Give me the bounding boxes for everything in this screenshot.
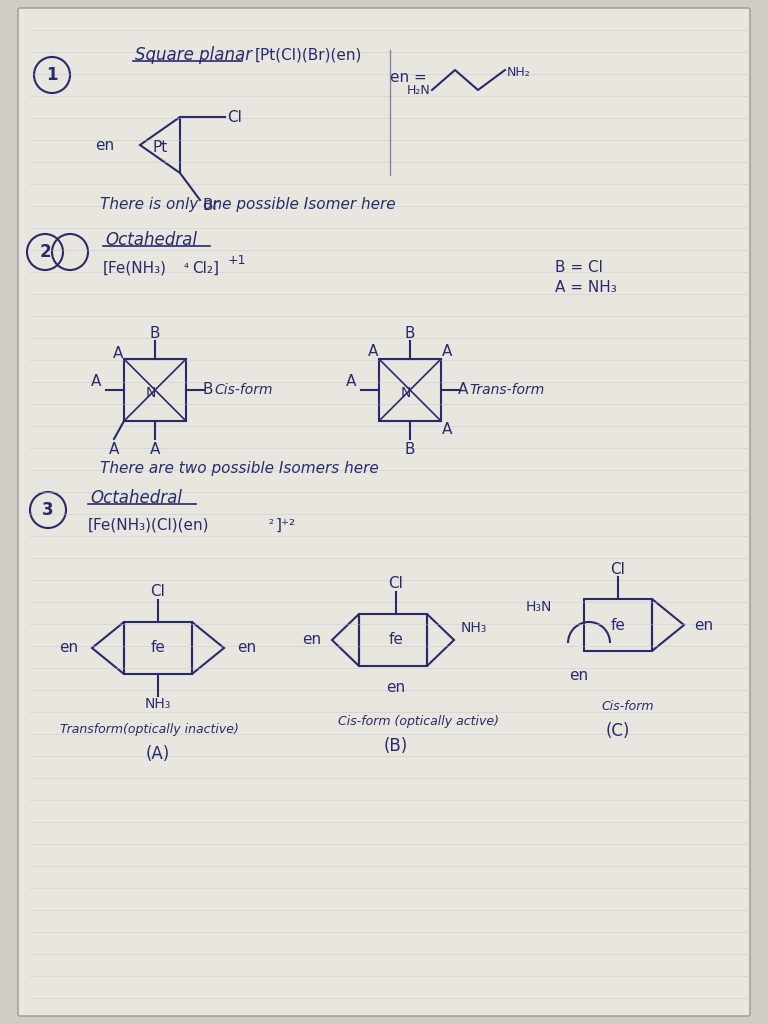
- Text: A: A: [458, 383, 468, 397]
- Text: NH₂: NH₂: [507, 66, 531, 79]
- Text: Cl: Cl: [611, 561, 625, 577]
- Text: B = Cl: B = Cl: [555, 260, 603, 275]
- Text: Pt: Pt: [153, 140, 168, 156]
- Text: Cl₂]: Cl₂]: [192, 260, 219, 275]
- Text: Cis-form (optically active): Cis-form (optically active): [338, 715, 499, 727]
- Text: en: en: [303, 633, 322, 647]
- Text: en: en: [237, 640, 257, 655]
- Bar: [359, 614, 427, 666]
- Text: A: A: [150, 441, 161, 457]
- Text: There are two possible Isomers here: There are two possible Isomers here: [100, 461, 379, 475]
- Text: B: B: [405, 441, 415, 457]
- Text: fe: fe: [611, 617, 625, 633]
- Text: H₃N: H₃N: [525, 600, 552, 614]
- Text: en: en: [386, 681, 406, 695]
- Text: (B): (B): [384, 737, 408, 755]
- Text: en: en: [694, 617, 713, 633]
- Text: A: A: [346, 375, 356, 389]
- Text: ₂: ₂: [268, 514, 273, 527]
- Text: Square planar: Square planar: [135, 46, 252, 63]
- Text: Cl: Cl: [227, 110, 242, 125]
- Text: B: B: [150, 326, 161, 341]
- Text: A = NH₃: A = NH₃: [555, 281, 617, 296]
- Text: B: B: [405, 326, 415, 341]
- Text: [Fe(NH₃): [Fe(NH₃): [103, 260, 167, 275]
- Bar: [124, 622, 192, 674]
- Text: Transform(optically inactive): Transform(optically inactive): [60, 723, 239, 735]
- Text: N: N: [146, 386, 156, 400]
- Bar: [379, 359, 441, 421]
- Text: A: A: [113, 345, 123, 360]
- Text: NH₃: NH₃: [145, 697, 171, 711]
- Text: A: A: [109, 441, 119, 457]
- Text: 2: 2: [39, 243, 51, 261]
- Text: A: A: [368, 343, 378, 358]
- Text: Octahedral: Octahedral: [105, 231, 197, 249]
- Text: [Fe(NH₃)(Cl)(en): [Fe(NH₃)(Cl)(en): [88, 517, 210, 532]
- Text: en: en: [569, 669, 588, 683]
- Text: fe: fe: [151, 640, 165, 655]
- Text: 1: 1: [46, 66, 58, 84]
- Text: H₂N: H₂N: [406, 84, 430, 96]
- Text: Trans-form: Trans-form: [469, 383, 545, 397]
- Text: en: en: [95, 137, 114, 153]
- Text: A: A: [442, 343, 452, 358]
- Text: Cl: Cl: [389, 577, 403, 592]
- Text: ]⁺²: ]⁺²: [276, 517, 296, 532]
- Text: 3: 3: [42, 501, 54, 519]
- Text: ₄: ₄: [184, 257, 189, 270]
- Text: fe: fe: [389, 633, 403, 647]
- Text: Cis-form: Cis-form: [602, 699, 654, 713]
- Bar: [584, 599, 652, 651]
- Text: NH₃: NH₃: [461, 621, 487, 635]
- Text: +1: +1: [228, 254, 247, 266]
- Text: [Pt(Cl)(Br)(en): [Pt(Cl)(Br)(en): [255, 47, 362, 62]
- Text: A: A: [91, 375, 101, 389]
- Text: (C): (C): [606, 722, 631, 740]
- FancyBboxPatch shape: [18, 8, 750, 1016]
- Text: N: N: [401, 386, 411, 400]
- Bar: [124, 359, 186, 421]
- Text: en: en: [59, 640, 78, 655]
- Text: en =: en =: [390, 71, 427, 85]
- Text: There is only one possible Isomer here: There is only one possible Isomer here: [100, 198, 396, 213]
- Text: B: B: [203, 383, 214, 397]
- Text: Octahedral: Octahedral: [90, 489, 182, 507]
- Text: A: A: [442, 422, 452, 436]
- Text: (A): (A): [146, 745, 170, 763]
- Text: Cis-form: Cis-form: [214, 383, 273, 397]
- Text: Cl: Cl: [151, 585, 165, 599]
- Text: Br: Br: [202, 198, 219, 213]
